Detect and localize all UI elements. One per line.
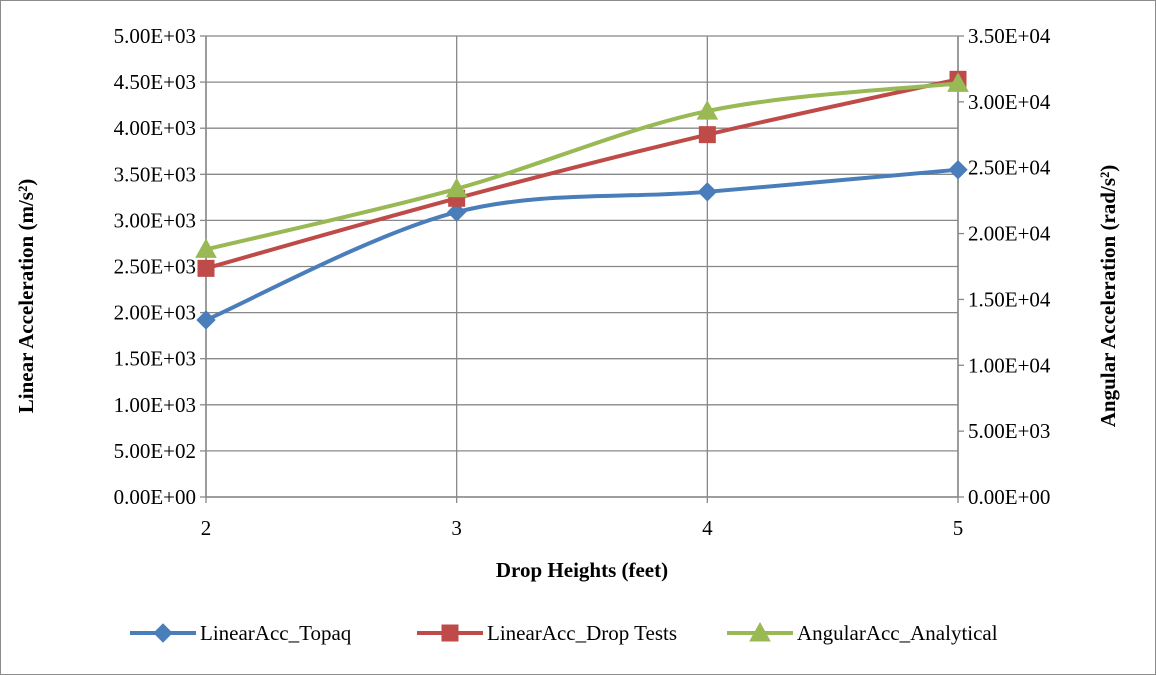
data-point-triangle	[947, 72, 969, 92]
left-tick-label: 3.00E+03	[114, 208, 196, 232]
right-tick-label: 2.50E+04	[968, 156, 1051, 180]
left-tick-label: 0.00E+00	[114, 485, 196, 509]
data-point-triangle	[445, 177, 468, 198]
right-axis-title: Angular Acceleration (rad/s²)	[1096, 165, 1120, 428]
right-tick-label: 5.00E+03	[968, 419, 1050, 443]
data-point-diamond	[446, 202, 467, 222]
right-tick-label: 0.00E+00	[968, 485, 1050, 509]
right-tick-label: 3.50E+04	[968, 24, 1051, 48]
data-point-triangle	[696, 100, 719, 120]
series-group	[195, 70, 969, 330]
left-tick-label: 1.50E+03	[114, 347, 196, 371]
data-point-diamond	[196, 310, 216, 330]
left-axis-ticks: 0.00E+00 5.00E+02 1.00E+03 1.50E+03 2.00E+03…	[114, 24, 196, 509]
series-line	[205, 77, 959, 271]
legend: LinearAcc_Topaq LinearAcc_Drop Tests Angul…	[130, 621, 998, 645]
left-tick-label: 5.00E+02	[114, 439, 196, 463]
left-tick-label: 3.50E+03	[114, 162, 196, 186]
left-tick-label: 1.00E+03	[114, 393, 196, 417]
x-axis-title: Drop Heights (feet)	[496, 558, 668, 582]
series-3	[195, 72, 969, 258]
data-point-triangle	[195, 238, 217, 258]
series-1	[196, 159, 968, 330]
legend-label: LinearAcc_Topaq	[200, 621, 352, 645]
left-tick-label: 5.00E+03	[114, 24, 196, 48]
legend-item: AngularAcc_Analytical	[727, 621, 998, 645]
data-point-square	[698, 126, 716, 144]
legend-swatch-marker	[153, 623, 173, 643]
series-line	[205, 81, 959, 252]
right-tick-label: 1.00E+04	[968, 353, 1051, 377]
x-tick-label: 5	[953, 516, 964, 540]
x-tick-label: 3	[451, 516, 462, 540]
legend-item: LinearAcc_Topaq	[130, 621, 352, 645]
legend-swatch-marker	[441, 624, 459, 642]
data-point-diamond	[948, 159, 968, 180]
legend-label: LinearAcc_Drop Tests	[487, 621, 677, 645]
left-tick-label: 4.00E+03	[114, 116, 196, 140]
data-point-square	[197, 259, 215, 277]
data-point-diamond	[697, 182, 718, 202]
legend-label: AngularAcc_Analytical	[797, 621, 998, 645]
legend-swatch-marker	[749, 621, 771, 642]
x-axis-ticks: 2 3 4 5	[201, 516, 964, 540]
right-tick-label: 1.50E+04	[968, 287, 1051, 311]
right-tick-label: 2.00E+04	[968, 222, 1051, 246]
series-line	[205, 167, 959, 322]
right-tick-label: 3.00E+04	[968, 90, 1051, 114]
left-tick-label: 2.50E+03	[114, 255, 196, 279]
left-tick-label: 4.50E+03	[114, 70, 196, 94]
left-axis-title: Linear Acceleration (m/s²)	[14, 179, 38, 414]
left-tick-label: 2.00E+03	[114, 301, 196, 325]
right-axis-ticks: 0.00E+00 5.00E+03 1.00E+04 1.50E+04 2.00E+04…	[968, 24, 1051, 509]
x-tick-label: 2	[201, 516, 212, 540]
legend-item: LinearAcc_Drop Tests	[417, 621, 677, 645]
x-tick-label: 4	[702, 516, 713, 540]
